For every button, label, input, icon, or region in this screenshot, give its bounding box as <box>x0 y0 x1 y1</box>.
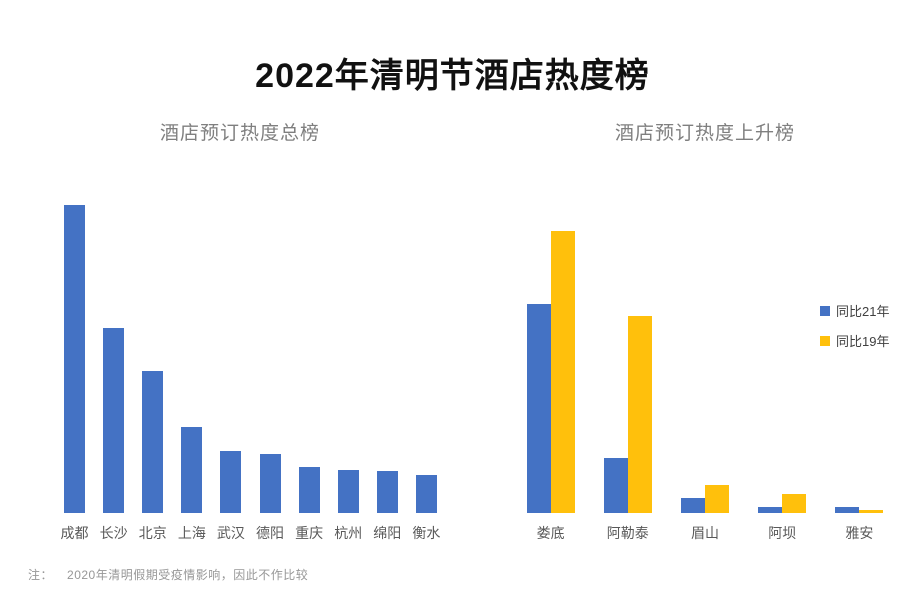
right-chart-x-axis: 娄底 阿勒泰 眉山 阿坝 雅安 <box>512 523 898 543</box>
left-chart-title: 酒店预订热度总榜 <box>159 123 320 144</box>
bar <box>259 454 281 513</box>
bar <box>64 205 86 513</box>
legend-label: 同比19年 <box>836 334 890 349</box>
bar <box>103 328 125 513</box>
bar-group <box>172 205 211 513</box>
right-chart-plot-area <box>512 231 898 513</box>
footnote-text: 2020年清明假期受疫情影响，因此不作比较 <box>67 568 309 582</box>
left-chart-plot-area <box>55 205 446 513</box>
bar <box>415 474 437 513</box>
bar <box>298 466 320 513</box>
bar-group <box>290 205 329 513</box>
bar-group <box>744 231 821 513</box>
x-axis-label: 杭州 <box>334 525 363 541</box>
x-axis-label: 北京 <box>138 525 167 541</box>
bar-group <box>133 205 172 513</box>
footnote: 注： 2020年清明假期受疫情影响，因此不作比较 <box>28 566 308 583</box>
bar <box>603 458 628 513</box>
bar-group <box>368 205 407 513</box>
bar <box>681 498 705 513</box>
x-axis-label: 眉山 <box>691 525 719 541</box>
bar-group <box>94 205 133 513</box>
x-axis-label: 阿坝 <box>768 525 797 541</box>
x-axis-label: 雅安 <box>845 525 874 541</box>
x-axis-label: 衡水 <box>412 525 441 541</box>
bar-group <box>589 231 666 513</box>
legend-label: 同比21年 <box>836 304 890 319</box>
bar-group <box>666 231 743 513</box>
legend-item: 同比21年 <box>820 301 889 320</box>
left-chart-x-axis: 成都 长沙 北京 上海 武汉 德阳 重庆 杭州 绵阳 衡水 <box>55 523 446 543</box>
bar <box>758 506 783 513</box>
bar-group <box>329 205 368 513</box>
legend-color-swatch-icon <box>820 305 830 316</box>
x-axis-label: 德阳 <box>256 525 285 541</box>
bar <box>859 509 884 513</box>
bar-group <box>512 231 589 513</box>
bar <box>142 371 164 513</box>
bar <box>337 469 359 513</box>
bar <box>526 304 551 513</box>
legend-item: 同比19年 <box>820 331 889 350</box>
legend-color-swatch-icon <box>820 335 830 346</box>
x-axis-label: 重庆 <box>295 525 324 541</box>
x-axis-label: 绵阳 <box>373 525 402 541</box>
x-axis-label: 成都 <box>60 525 89 541</box>
bar-group <box>250 205 289 513</box>
bar <box>627 315 652 513</box>
bar <box>376 471 398 513</box>
bar <box>835 506 860 513</box>
bar-group <box>407 205 446 513</box>
footnote-prefix: 注： <box>28 568 54 582</box>
bar <box>782 494 807 513</box>
bar <box>550 231 575 513</box>
x-axis-label: 娄底 <box>536 525 565 541</box>
bar-group <box>821 231 898 513</box>
bar-group <box>211 205 250 513</box>
x-axis-label: 武汉 <box>216 525 245 541</box>
bar <box>220 451 242 513</box>
x-axis-label: 上海 <box>177 525 206 541</box>
x-axis-label: 长沙 <box>99 525 128 541</box>
bar <box>705 484 729 513</box>
bar <box>181 426 203 513</box>
page-title: 2022年清明节酒店热度榜 <box>255 57 650 95</box>
x-axis-label: 阿勒泰 <box>606 525 649 541</box>
legend: 同比21年同比19年 <box>820 301 889 350</box>
right-chart-title: 酒店预订热度上升榜 <box>614 123 795 144</box>
bar-group <box>55 205 94 513</box>
